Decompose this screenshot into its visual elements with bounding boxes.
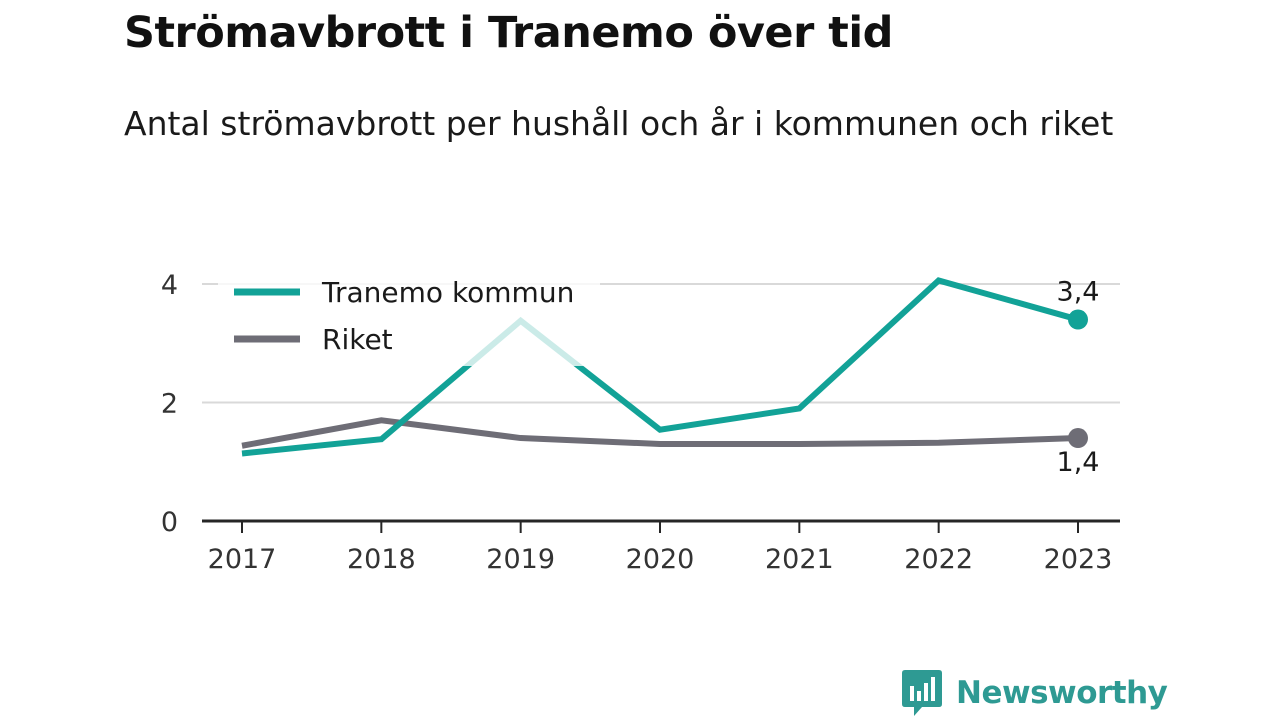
end-labels: 3,4 1,4: [1057, 277, 1100, 479]
legend: Tranemo kommun Riket: [218, 264, 600, 366]
y-tick-label: 0: [161, 507, 178, 538]
x-tick-label: 2017: [208, 544, 277, 575]
series-line-0: [241, 277, 1079, 457]
x-tick-label: 2023: [1044, 544, 1113, 575]
x-tick-label: 2022: [904, 544, 973, 575]
x-tick-label: 2019: [486, 544, 555, 575]
series-end-marker-0: [1068, 309, 1088, 330]
series-end-marker-1: [1068, 428, 1088, 449]
newsworthy-logo-icon: [902, 670, 942, 716]
legend-label-1: Riket: [322, 323, 393, 356]
y-tick-label: 4: [161, 270, 178, 301]
legend-label-0: Tranemo kommun: [321, 276, 574, 309]
x-tick-label: 2020: [626, 544, 695, 575]
x-tick-label: 2021: [765, 544, 834, 575]
newsworthy-brand[interactable]: Newsworthy: [902, 670, 1168, 716]
chart-title: Strömavbrott i Tranemo över tid: [124, 8, 893, 58]
legend-background: [218, 264, 600, 366]
y-tick-labels: 0 2 4: [161, 270, 178, 538]
end-value-label-1: 1,4: [1057, 447, 1100, 478]
series-lines: [241, 277, 1088, 457]
y-tick-label: 2: [161, 389, 178, 420]
x-tick-label: 2018: [347, 544, 416, 575]
series-line-1: [241, 417, 1079, 449]
brand-name: Newsworthy: [956, 675, 1168, 711]
end-value-label-0: 3,4: [1057, 277, 1100, 308]
chart-subtitle: Antal strömavbrott per hushåll och år i …: [124, 104, 1114, 143]
x-axis: 2017 2018 2019 2020 2021 2022 2023: [202, 519, 1120, 575]
